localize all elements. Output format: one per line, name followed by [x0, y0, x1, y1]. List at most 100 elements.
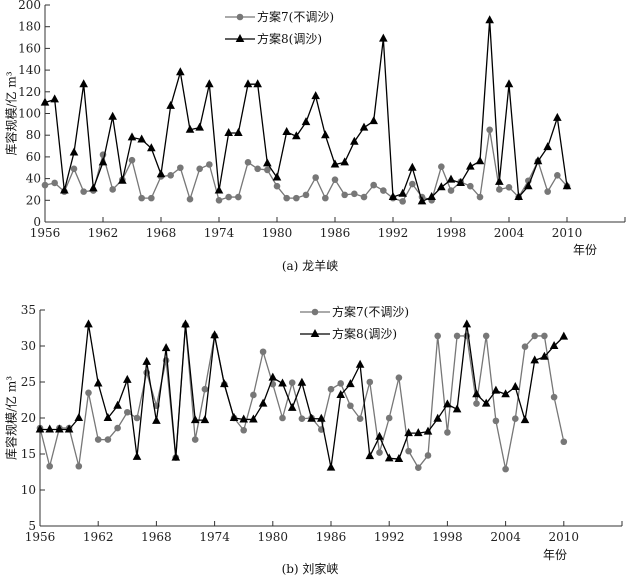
data-point	[292, 131, 301, 140]
data-point	[301, 117, 311, 126]
data-point	[467, 182, 474, 190]
y-tick-label: 20	[21, 411, 36, 425]
data-point	[414, 428, 423, 437]
data-point	[312, 174, 319, 181]
data-point	[302, 191, 310, 199]
data-point	[340, 157, 349, 166]
data-point	[229, 413, 239, 421]
data-point	[395, 374, 403, 381]
data-point	[514, 192, 523, 201]
data-point	[137, 134, 146, 143]
data-point	[176, 67, 185, 76]
data-point	[123, 374, 132, 383]
x-tick-label: 1962	[83, 530, 114, 544]
data-point	[446, 174, 456, 183]
data-point	[93, 378, 103, 387]
series-1	[41, 126, 571, 205]
data-point	[485, 15, 494, 24]
data-point	[298, 415, 306, 423]
x-tick-label: 1986	[320, 226, 351, 240]
y-tick-label: 120	[18, 85, 41, 99]
series-2	[40, 15, 572, 205]
data-point	[433, 413, 442, 422]
data-point	[152, 415, 161, 424]
data-point	[287, 402, 297, 411]
series-2	[35, 319, 569, 471]
series-1	[36, 321, 568, 473]
legend-label: 方案8(调沙)	[332, 326, 397, 341]
data-point	[549, 341, 559, 349]
data-point	[520, 415, 530, 424]
data-point	[491, 385, 501, 394]
data-point	[104, 436, 112, 443]
data-point	[205, 79, 214, 88]
data-point	[346, 379, 355, 388]
data-point	[562, 181, 572, 190]
data-point	[385, 414, 393, 422]
data-point	[409, 180, 416, 188]
data-point	[533, 156, 543, 165]
data-point	[447, 187, 455, 194]
data-point	[215, 197, 223, 204]
data-point	[307, 413, 316, 422]
data-point	[224, 128, 233, 137]
data-point	[524, 181, 533, 190]
data-point	[351, 190, 358, 198]
data-point	[475, 156, 485, 165]
data-point	[279, 414, 286, 422]
data-point	[384, 453, 394, 462]
data-point	[185, 124, 195, 133]
data-point	[453, 332, 461, 340]
data-point	[369, 116, 378, 125]
data-point	[550, 393, 558, 401]
x-axis-label: 年份	[543, 548, 567, 562]
data-point	[254, 165, 261, 173]
data-point	[89, 183, 98, 192]
y-tick-label: 15	[21, 447, 36, 461]
x-tick-label: 2010	[549, 530, 580, 544]
x-tick-label: 1998	[436, 226, 467, 240]
data-point	[225, 193, 232, 201]
data-point	[297, 377, 307, 386]
data-point	[476, 193, 484, 201]
y-tick-label: 25	[21, 375, 36, 389]
data-point	[181, 319, 190, 328]
x-tick-label: 1956	[30, 226, 61, 240]
data-point	[530, 355, 539, 364]
data-point	[438, 163, 445, 170]
legend-marker	[310, 329, 320, 337]
data-point	[200, 415, 210, 424]
data-point	[235, 193, 242, 201]
chart-caption: (a) 龙羊峡	[282, 258, 338, 273]
data-point	[50, 94, 59, 103]
data-point	[504, 79, 514, 88]
x-tick-label: 1998	[432, 530, 463, 544]
data-point	[220, 379, 229, 388]
data-point	[356, 415, 364, 423]
data-point	[263, 158, 272, 167]
y-tick-label: 0	[33, 215, 41, 229]
data-point	[502, 465, 509, 473]
data-point	[51, 179, 58, 187]
data-point	[481, 398, 491, 407]
data-point	[103, 413, 113, 421]
data-point	[331, 176, 339, 183]
data-point	[359, 122, 369, 131]
x-tick-label: 1974	[199, 530, 230, 544]
data-point	[330, 159, 340, 168]
data-point	[41, 181, 49, 189]
data-point	[512, 415, 519, 423]
x-tick-label: 1980	[262, 226, 293, 240]
data-point	[322, 194, 329, 202]
data-point	[399, 198, 406, 205]
data-point	[347, 402, 354, 410]
chart-1: 0 20 40 60 80 100 120 140 160 180 200 1956 1962 1968 1…	[4, 0, 626, 273]
data-point	[167, 172, 174, 179]
x-axis-label: 年份	[573, 243, 597, 257]
data-point	[108, 111, 117, 120]
data-point	[423, 426, 433, 435]
data-point	[443, 399, 452, 408]
data-point	[462, 319, 472, 328]
data-point	[161, 343, 171, 352]
data-point	[118, 175, 127, 184]
